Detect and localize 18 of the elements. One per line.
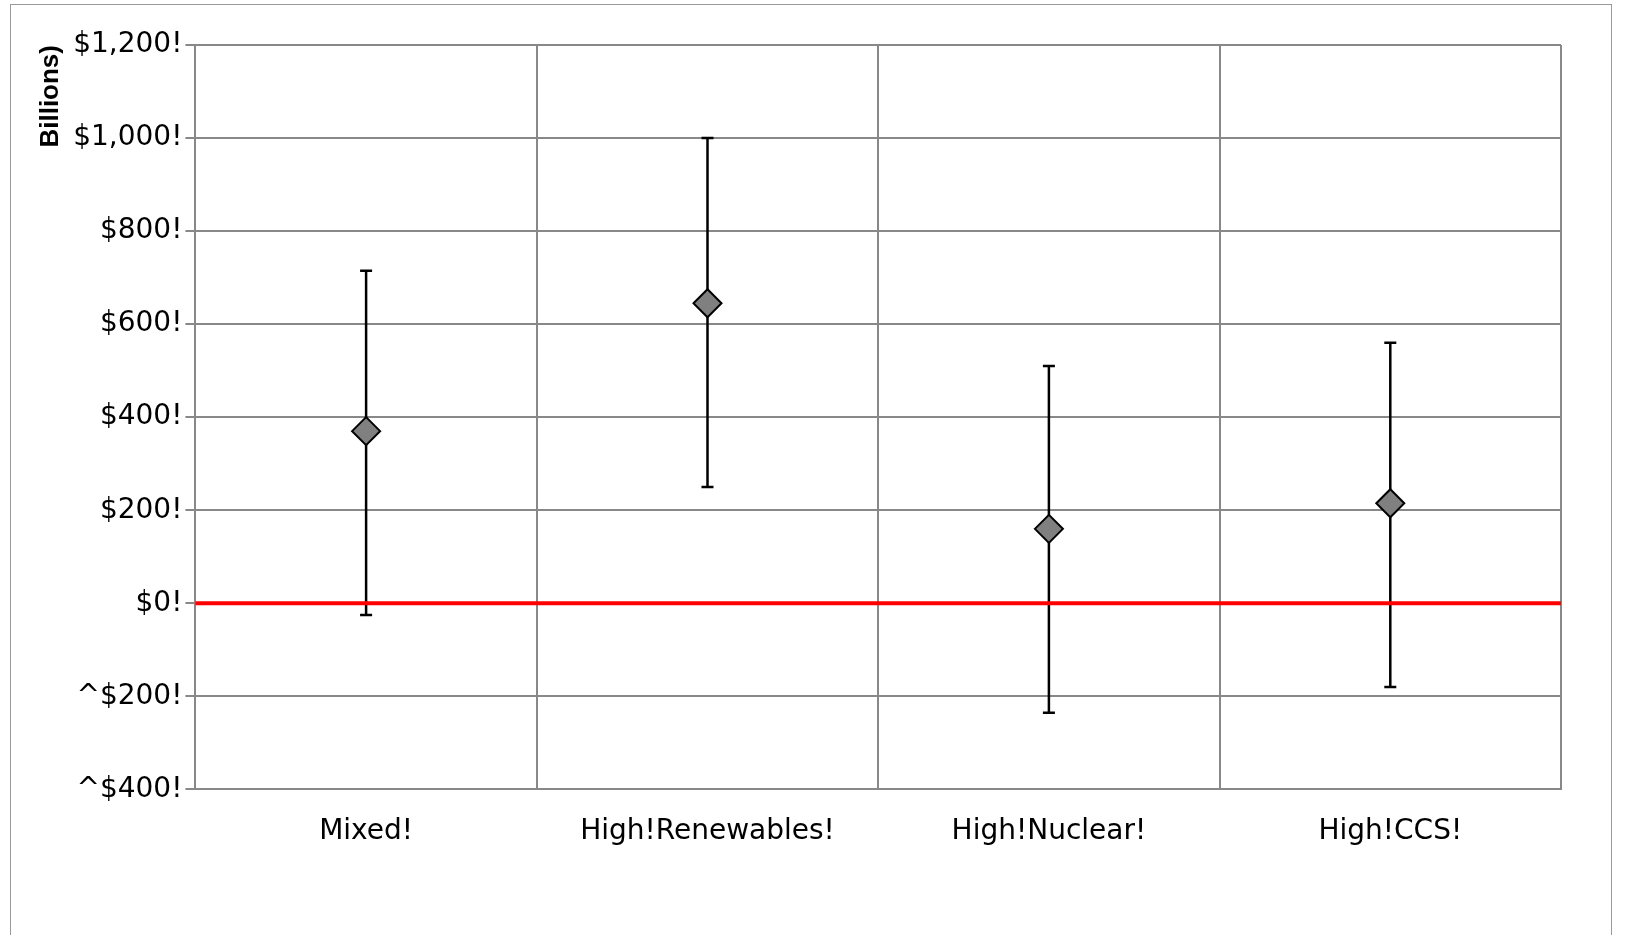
- y-tick-label: $0!: [135, 584, 183, 618]
- y-tick-label: ^$200!: [76, 677, 183, 711]
- point: [1033, 513, 1064, 544]
- x-tick-label: Mixed!: [319, 813, 414, 847]
- y-tick-label: $800!: [99, 212, 183, 246]
- y-tick-label: ^$400!: [76, 770, 183, 804]
- x-tick-label: High!Nuclear!: [951, 813, 1147, 847]
- x-tick-label: High!Renewables!: [580, 813, 835, 847]
- y-tick-label: $1,200!: [73, 26, 183, 60]
- y-tick-label: $600!: [99, 305, 183, 339]
- y-axis-title: Billions): [33, 45, 64, 148]
- y-tick-label: $1,000!: [73, 119, 183, 153]
- point: [692, 288, 723, 319]
- y-tick-label: $200!: [99, 491, 183, 525]
- point: [351, 416, 382, 447]
- x-tick-label: High!CCS!: [1318, 813, 1463, 847]
- point: [1375, 488, 1406, 519]
- y-tick-label: $400!: [99, 398, 183, 432]
